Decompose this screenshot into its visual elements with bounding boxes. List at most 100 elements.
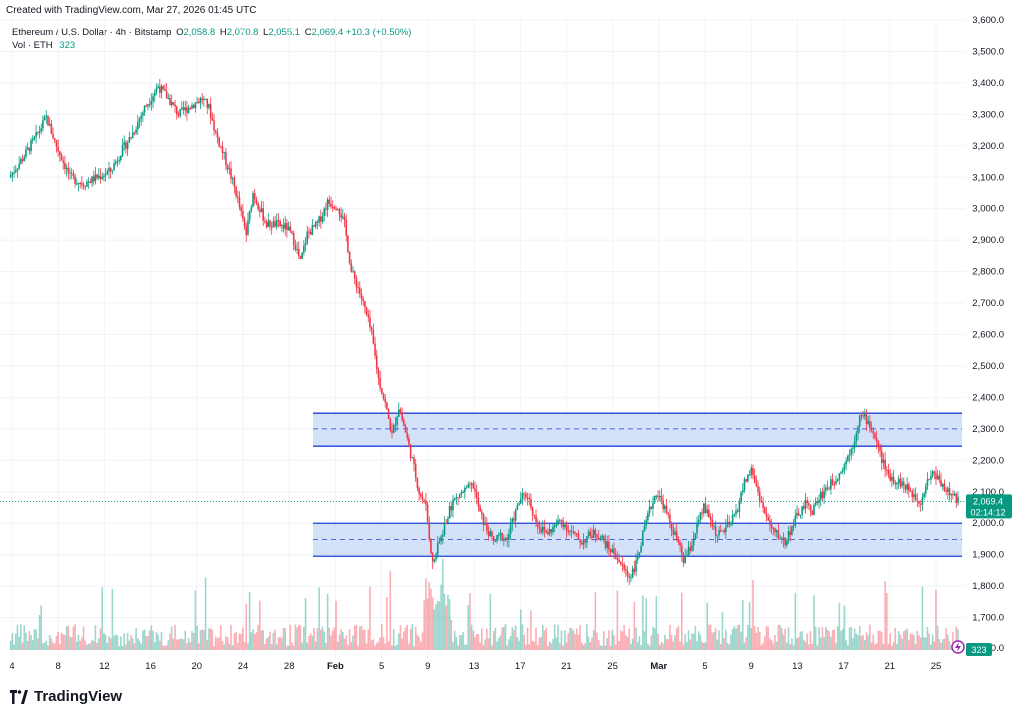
volume-bar bbox=[448, 599, 451, 650]
candle-body bbox=[860, 415, 863, 417]
volume-bar bbox=[897, 631, 900, 650]
candle-body bbox=[318, 216, 320, 223]
candle-body bbox=[635, 559, 637, 572]
volume-bar bbox=[957, 629, 959, 650]
volume-bar bbox=[648, 645, 651, 650]
candle-body bbox=[25, 149, 27, 158]
volume-bar bbox=[577, 634, 580, 650]
volume-bar bbox=[791, 638, 793, 650]
candle-body bbox=[767, 517, 769, 521]
volume-bar bbox=[630, 643, 632, 650]
volume-bar bbox=[523, 634, 525, 650]
volume-bar bbox=[831, 630, 834, 650]
volume-bar bbox=[418, 636, 420, 650]
candle-body bbox=[450, 506, 453, 511]
candle-body bbox=[508, 533, 510, 540]
candle-body bbox=[216, 132, 219, 138]
volume-bar bbox=[808, 644, 810, 650]
candle-body bbox=[260, 208, 263, 212]
candle-body bbox=[196, 101, 198, 103]
candle-body bbox=[487, 531, 490, 537]
volume-bar bbox=[267, 636, 270, 650]
volume-bar bbox=[265, 638, 268, 650]
volume-bar bbox=[919, 637, 922, 650]
volume-bar bbox=[789, 644, 792, 650]
volume-bar bbox=[328, 627, 331, 650]
candle-body bbox=[614, 553, 617, 559]
candle-body bbox=[575, 533, 578, 535]
volume-bar bbox=[552, 638, 554, 650]
candle-body bbox=[99, 175, 102, 179]
volume-bar bbox=[535, 627, 537, 650]
candle-body bbox=[37, 131, 39, 133]
volume-bar bbox=[477, 634, 480, 650]
candle-body bbox=[431, 553, 434, 562]
candle-body bbox=[296, 249, 298, 251]
volume-bar bbox=[9, 640, 12, 650]
volume-bar bbox=[260, 630, 263, 650]
volume-bar bbox=[292, 645, 295, 650]
candle-body bbox=[286, 222, 288, 231]
candle-body bbox=[948, 488, 951, 496]
volume-bar bbox=[497, 638, 500, 650]
candle-body bbox=[218, 137, 220, 147]
volume-bar bbox=[306, 642, 309, 650]
candle-body bbox=[930, 476, 932, 480]
volume-bar bbox=[220, 625, 222, 650]
candle-body bbox=[918, 500, 920, 504]
candle-body bbox=[569, 530, 571, 532]
volume-bar bbox=[570, 627, 573, 650]
candle-body bbox=[647, 512, 649, 521]
candle-body bbox=[494, 540, 497, 542]
volume-bar bbox=[133, 643, 136, 650]
candle-body bbox=[404, 425, 407, 433]
candle-body bbox=[301, 252, 303, 259]
volume-bar bbox=[323, 631, 326, 650]
volume-bar bbox=[860, 635, 863, 650]
candle-body bbox=[465, 487, 468, 489]
legend-volume-label[interactable]: Vol · ETH bbox=[12, 40, 53, 51]
last-price-tag[interactable] bbox=[966, 494, 1012, 519]
candle-body bbox=[103, 175, 105, 178]
volume-bar bbox=[491, 645, 493, 650]
volume-bar bbox=[582, 644, 585, 650]
candle-body bbox=[791, 526, 793, 535]
candle-body bbox=[387, 409, 390, 419]
candle-body bbox=[592, 529, 595, 538]
candle-body bbox=[396, 416, 398, 425]
candle-body bbox=[69, 172, 71, 174]
candle-body bbox=[677, 538, 680, 543]
volume-bar bbox=[589, 642, 592, 650]
candle-body bbox=[23, 157, 26, 161]
candle-body bbox=[655, 495, 658, 497]
volume-bar bbox=[338, 634, 341, 650]
volume-bar bbox=[867, 635, 869, 650]
volume-bar bbox=[645, 598, 647, 650]
candle-body bbox=[599, 538, 602, 540]
volume-bar bbox=[658, 644, 661, 650]
candle-body bbox=[255, 199, 258, 204]
candle-body bbox=[369, 317, 371, 328]
candle-body bbox=[409, 444, 412, 458]
legend-symbol[interactable]: Ethereum / U.S. Dollar · 4h · Bitstamp bbox=[12, 27, 172, 38]
tradingview-logo[interactable]: TradingView bbox=[8, 688, 122, 705]
candle-body bbox=[752, 467, 754, 476]
zone-rect[interactable] bbox=[313, 413, 962, 447]
volume-bar bbox=[458, 635, 461, 650]
volume-bar bbox=[647, 643, 649, 650]
volume-bar bbox=[641, 595, 644, 650]
candle-body bbox=[164, 89, 166, 91]
volume-bar bbox=[611, 630, 614, 650]
candle-body bbox=[779, 538, 781, 540]
candle-body bbox=[223, 152, 226, 154]
candle-body bbox=[267, 220, 270, 228]
volume-bar bbox=[228, 643, 231, 650]
volume-bar bbox=[428, 582, 431, 650]
candle-body bbox=[272, 221, 275, 228]
candle-body bbox=[775, 530, 778, 533]
candle-body bbox=[113, 163, 115, 171]
volume-bar bbox=[816, 645, 819, 650]
volume-bar bbox=[406, 624, 409, 650]
volume-tag[interactable] bbox=[966, 643, 992, 656]
